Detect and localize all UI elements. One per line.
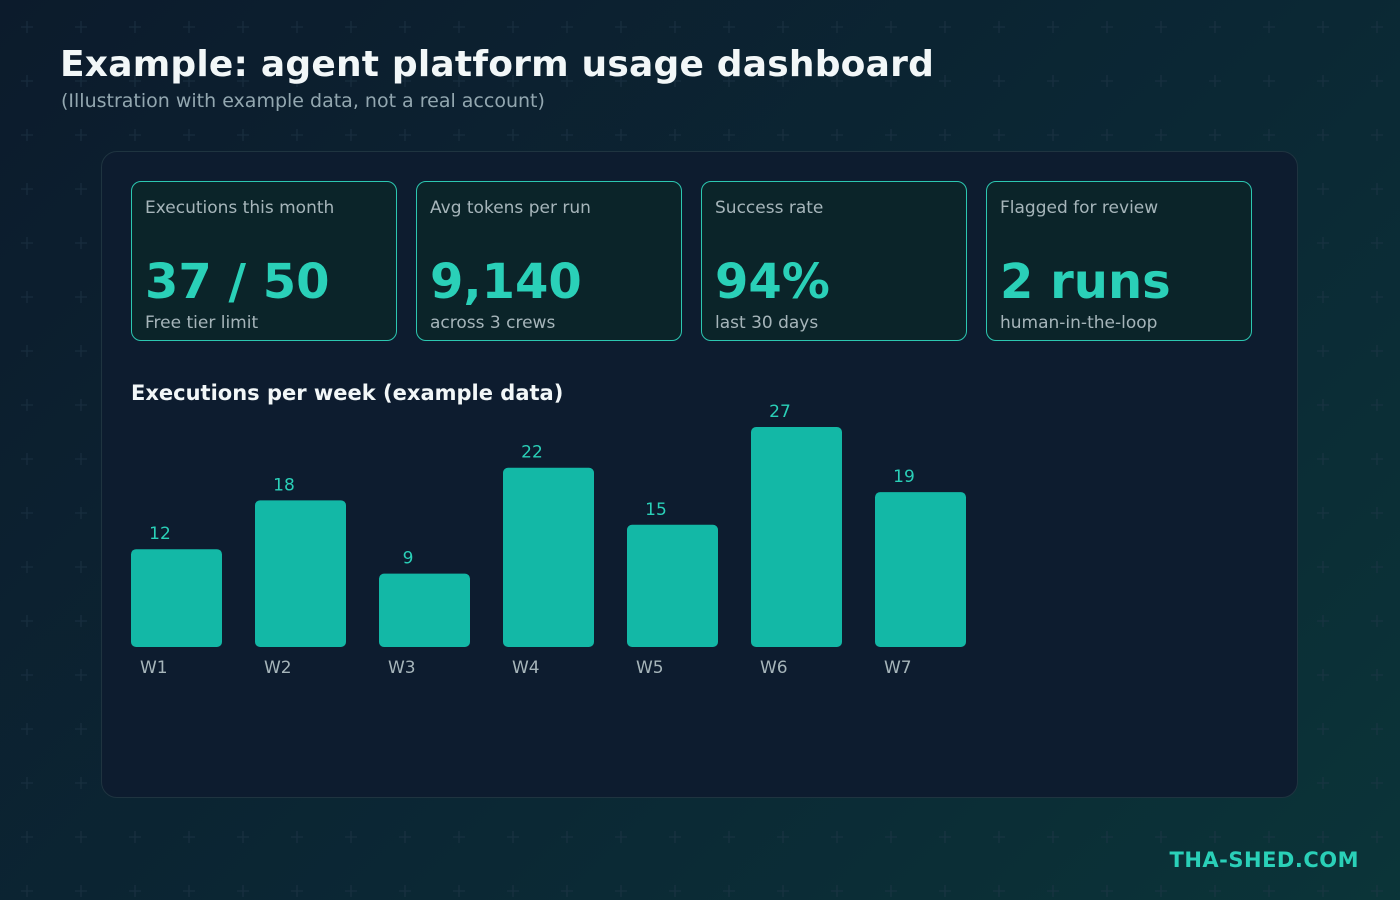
kpi-label: Success rate [715,198,824,218]
kpi-card-avg-tokens: Avg tokens per run 9,140 across 3 crews [416,181,682,341]
bar-w2 [255,500,346,647]
x-tick-label: W6 [760,658,788,678]
chart-title: Executions per week (example data) [131,381,564,405]
x-tick-label: W4 [512,658,540,678]
kpi-value: 9,140 [430,254,582,310]
kpi-card-success-rate: Success rate 94% last 30 days [701,181,967,341]
kpi-note: Free tier limit [145,313,259,333]
bar-value-label: 22 [521,443,543,463]
bar-value-label: 19 [893,467,915,487]
x-tick-label: W7 [884,658,912,678]
kpi-card-executions: Executions this month 37 / 50 Free tier … [131,181,397,341]
kpi-label: Avg tokens per run [430,198,591,218]
bar-value-label: 18 [273,475,295,495]
kpi-note: human-in-the-loop [1000,313,1158,333]
bar-chart: 12 W1 18 W2 9 W3 22 W4 15 W5 27 W6 19 W7 [131,402,966,678]
brand-footer: THA-SHED.COM [1169,848,1359,872]
kpi-label: Flagged for review [1000,198,1159,218]
x-tick-label: W2 [264,658,292,678]
bar-value-label: 12 [149,524,171,544]
bar-value-label: 27 [769,402,791,422]
bar-w4 [503,467,594,647]
page-subtitle: (Illustration with example data, not a r… [61,90,545,112]
kpi-value: 94% [715,254,830,310]
bar-value-label: 15 [645,500,667,520]
bar-w5 [627,524,718,647]
bar-w1 [131,549,222,647]
kpi-value: 2 runs [1000,254,1171,310]
kpi-label: Executions this month [145,198,335,218]
x-tick-label: W1 [140,658,168,678]
page-title: Example: agent platform usage dashboard [60,44,935,85]
bar-w6 [751,427,842,647]
kpi-note: last 30 days [715,313,819,333]
dashboard-panel: Executions this month 37 / 50 Free tier … [101,151,1298,798]
bar-w3 [379,573,470,647]
x-tick-label: W3 [388,658,416,678]
kpi-value: 37 / 50 [145,254,330,310]
x-tick-label: W5 [636,658,664,678]
kpi-note: across 3 crews [430,313,556,333]
kpi-card-flagged: Flagged for review 2 runs human-in-the-l… [986,181,1252,341]
bar-value-label: 9 [403,549,414,569]
bar-w7 [875,492,966,647]
